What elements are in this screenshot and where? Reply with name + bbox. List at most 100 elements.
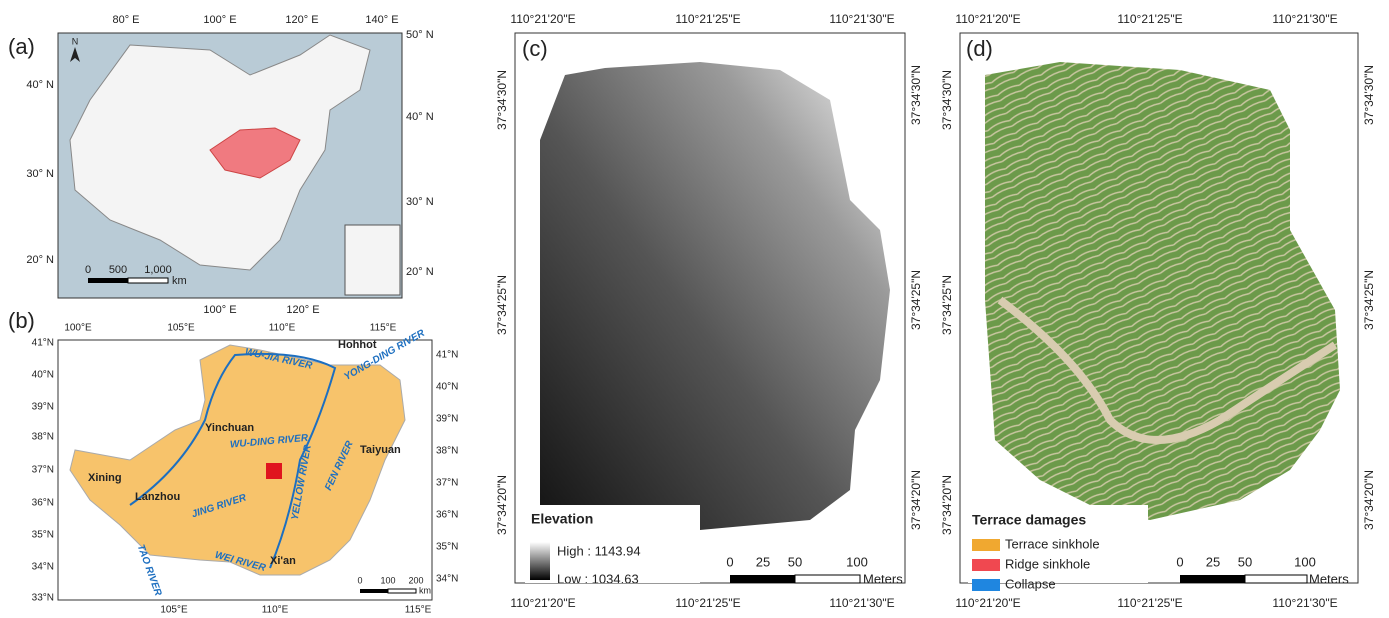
inset-frame bbox=[344, 224, 401, 296]
scale-unit: Meters bbox=[1309, 571, 1349, 586]
tick-label: 35°N bbox=[32, 530, 54, 541]
place-label: Hohhot bbox=[338, 339, 377, 351]
tick-label: 115°E bbox=[370, 323, 397, 334]
tick-label: 110°21'25"E bbox=[1117, 12, 1182, 26]
tick-label: 140° E bbox=[365, 14, 398, 26]
study-area bbox=[266, 463, 282, 479]
legend-label: Terrace sinkhole bbox=[1005, 536, 1100, 551]
tick-label: 34°N bbox=[32, 562, 54, 573]
tick-label: 20° N bbox=[406, 266, 434, 278]
tick-label: 37°34'30"N bbox=[1362, 65, 1376, 125]
panel-label: (d) bbox=[966, 36, 993, 61]
tick-label: 34°N bbox=[436, 574, 458, 585]
road bbox=[997, 296, 1338, 444]
scale-label: 500 bbox=[109, 264, 127, 276]
tick-label: 37°34'25"N bbox=[909, 270, 923, 330]
tick-label: 37°N bbox=[32, 465, 54, 476]
tick-label: 41°N bbox=[32, 338, 54, 349]
scale-bar bbox=[387, 588, 417, 594]
tick-label: 115°E bbox=[405, 605, 432, 616]
orthophoto bbox=[985, 62, 1340, 520]
tick-label: 35°N bbox=[436, 542, 458, 553]
tick-label: 37°34'25"N bbox=[1362, 270, 1376, 330]
tick-label: 37°34'30"N bbox=[940, 70, 954, 130]
scale-bar bbox=[360, 589, 388, 593]
elevation-raster bbox=[540, 62, 890, 540]
tick-label: 37°34'20"N bbox=[495, 475, 509, 535]
loess-region bbox=[69, 344, 406, 576]
tick-label: 36°N bbox=[436, 510, 458, 521]
legend-label: Low : 1034.63 bbox=[557, 571, 639, 586]
place-label: Yinchuan bbox=[205, 422, 254, 434]
tick-label: 110°21'25"E bbox=[1117, 596, 1182, 610]
legend-label: Collapse bbox=[1005, 576, 1056, 591]
legend-title: Terrace damages bbox=[972, 512, 1086, 528]
scale-bar bbox=[794, 574, 861, 584]
scale-label: 0 bbox=[85, 264, 91, 276]
legend-box bbox=[525, 505, 700, 583]
legend-title: Elevation bbox=[531, 511, 593, 527]
tick-label: 100°E bbox=[64, 323, 92, 334]
tick-label: 110°21'30"E bbox=[1272, 12, 1337, 26]
scale-bar bbox=[1244, 574, 1308, 584]
tick-label: 37°34'30"N bbox=[495, 70, 509, 130]
scale-label: 50 bbox=[1238, 554, 1252, 569]
tick-label: 30° N bbox=[406, 196, 434, 208]
tick-label: 105°E bbox=[160, 605, 188, 616]
legend-label: High : 1143.94 bbox=[557, 543, 641, 558]
tick-label: 37°34'25"N bbox=[940, 275, 954, 335]
tick-label: 37°34'25"N bbox=[495, 275, 509, 335]
tick-label: 30° N bbox=[26, 168, 54, 180]
tick-label: 37°34'20"N bbox=[1362, 470, 1376, 530]
tick-label: 40° N bbox=[406, 111, 434, 123]
tick-label: 110°21'25"E bbox=[675, 12, 740, 26]
scale-label: 100 bbox=[846, 554, 868, 569]
scale-label: 200 bbox=[408, 575, 423, 585]
tick-label: 50° N bbox=[406, 29, 434, 41]
tick-label: 38°N bbox=[32, 432, 54, 443]
tick-label: 40°N bbox=[436, 382, 458, 393]
tick-label: 39°N bbox=[32, 402, 54, 413]
tick-label: 39°N bbox=[436, 414, 458, 425]
tick-label: 40° N bbox=[26, 79, 54, 91]
tick-label: 110°21'30"E bbox=[1272, 596, 1337, 610]
tick-label: 33°N bbox=[32, 593, 54, 604]
tick-label: 80° E bbox=[112, 14, 139, 26]
scale-bar bbox=[730, 575, 795, 583]
tick-label: 40°N bbox=[32, 370, 54, 381]
tick-label: 36°N bbox=[32, 498, 54, 509]
scale-unit: Meters bbox=[863, 571, 903, 586]
scale-label: 0 bbox=[726, 554, 733, 569]
scale-label: 50 bbox=[788, 554, 802, 569]
panel-label: (b) bbox=[8, 308, 35, 333]
legend-label: Ridge sinkhole bbox=[1005, 556, 1090, 571]
tick-label: 41°N bbox=[436, 350, 458, 361]
north-arrow bbox=[70, 47, 80, 62]
loess-plateau bbox=[209, 127, 301, 179]
panel-label: (c) bbox=[522, 36, 548, 61]
scale-bar bbox=[1180, 575, 1245, 583]
scale-unit: km bbox=[419, 585, 431, 595]
tick-label: 37°N bbox=[436, 478, 458, 489]
tick-label: 37°34'20"N bbox=[940, 475, 954, 535]
scale-label: 1,000 bbox=[144, 264, 172, 276]
scale-label: 25 bbox=[756, 554, 770, 569]
place-label: Taiyuan bbox=[360, 444, 401, 456]
scale-label: 100 bbox=[380, 575, 395, 585]
scale-bar bbox=[127, 277, 169, 284]
tick-label: 37°34'30"N bbox=[909, 65, 923, 125]
tick-label: 100° E bbox=[203, 14, 236, 26]
tick-label: 110°21'20"E bbox=[510, 596, 575, 610]
tick-label: 120° E bbox=[286, 304, 319, 316]
scale-label: 0 bbox=[357, 575, 362, 585]
tick-label: 100° E bbox=[203, 304, 236, 316]
tick-label: 110°21'20"E bbox=[955, 596, 1020, 610]
legend-swatch bbox=[972, 539, 1000, 551]
scale-label: 100 bbox=[1294, 554, 1316, 569]
place-label: Xining bbox=[88, 472, 122, 484]
place-label: Lanzhou bbox=[135, 491, 180, 503]
legend-swatch bbox=[972, 559, 1000, 571]
scale-label: 25 bbox=[1206, 554, 1220, 569]
panel-label: (a) bbox=[8, 34, 35, 59]
